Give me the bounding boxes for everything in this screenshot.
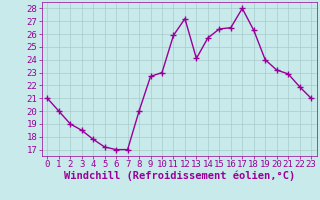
X-axis label: Windchill (Refroidissement éolien,°C): Windchill (Refroidissement éolien,°C) xyxy=(64,171,295,181)
